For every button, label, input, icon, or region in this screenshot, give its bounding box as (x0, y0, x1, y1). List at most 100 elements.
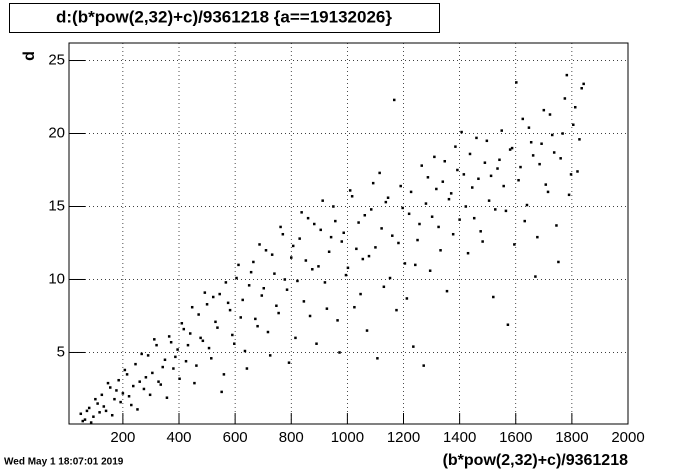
point (344, 273, 348, 277)
point (300, 211, 303, 214)
point (241, 298, 244, 302)
point (559, 157, 562, 160)
point (485, 139, 489, 143)
point (165, 396, 169, 399)
point (489, 174, 493, 178)
point (412, 345, 415, 348)
point (159, 383, 163, 386)
point (346, 266, 350, 270)
point (273, 272, 276, 275)
point (110, 413, 114, 417)
point (252, 260, 255, 264)
point (94, 397, 97, 401)
point (193, 381, 196, 385)
point (481, 240, 484, 243)
point (180, 322, 184, 325)
point (536, 235, 539, 239)
point (87, 406, 91, 410)
point (178, 377, 181, 380)
point (565, 73, 569, 77)
point (392, 98, 396, 102)
point (291, 244, 295, 248)
point (127, 395, 131, 398)
point (155, 343, 158, 347)
point (224, 281, 228, 284)
point (492, 295, 495, 299)
point (186, 343, 190, 347)
point (218, 292, 221, 296)
point (287, 361, 291, 364)
point (569, 173, 573, 176)
point (249, 270, 253, 274)
point (399, 184, 402, 188)
x-axis-label: (b*pow(2,32)+c)/9361218 (443, 452, 629, 469)
point (529, 141, 533, 144)
point (441, 180, 445, 183)
point (327, 250, 331, 253)
point (254, 317, 257, 321)
point (367, 254, 371, 258)
point (210, 357, 213, 360)
point (222, 373, 226, 376)
point (468, 152, 472, 156)
x-tick-label: 2000 (611, 429, 644, 446)
point (323, 281, 327, 284)
point (391, 234, 394, 237)
point (456, 168, 459, 172)
point (359, 292, 362, 296)
point (226, 301, 230, 305)
point (332, 205, 335, 208)
point (451, 232, 455, 236)
chart-title: d:(b*pow(2,32)+c)/9361218 {a==19132026} (56, 7, 392, 26)
point (517, 178, 520, 182)
point (163, 358, 167, 362)
point (552, 151, 556, 154)
point (471, 186, 474, 189)
point (523, 219, 526, 223)
point (573, 105, 577, 109)
point (435, 187, 438, 191)
point (531, 154, 535, 157)
point (443, 159, 447, 163)
point (119, 400, 122, 404)
x-tick-label: 800 (279, 429, 304, 446)
point (262, 286, 266, 290)
y-tick-label: 10 (48, 270, 65, 287)
point (498, 158, 501, 162)
point (422, 364, 425, 367)
plot-frame (68, 42, 629, 425)
point (290, 256, 293, 259)
point (334, 219, 337, 223)
point (542, 108, 546, 112)
point (395, 308, 398, 312)
point (92, 415, 95, 418)
point (454, 145, 457, 148)
point (317, 265, 320, 268)
point (157, 380, 160, 383)
point (371, 181, 375, 185)
point (548, 113, 552, 116)
point (233, 342, 236, 345)
point (106, 381, 110, 385)
point (376, 357, 379, 360)
point (184, 359, 188, 363)
x-tick-label: 1000 (331, 429, 364, 446)
point (81, 419, 85, 423)
point (275, 304, 278, 308)
point (374, 246, 377, 249)
point (504, 209, 508, 213)
point (576, 170, 579, 173)
point (418, 222, 421, 226)
point (174, 355, 177, 359)
point (361, 257, 365, 261)
point (239, 316, 242, 319)
point (130, 403, 133, 407)
y-tick-label: 25 (48, 51, 65, 68)
point (85, 409, 89, 413)
point (338, 351, 341, 354)
point (416, 238, 419, 242)
point (231, 333, 234, 337)
point (268, 354, 272, 357)
point (281, 232, 285, 236)
